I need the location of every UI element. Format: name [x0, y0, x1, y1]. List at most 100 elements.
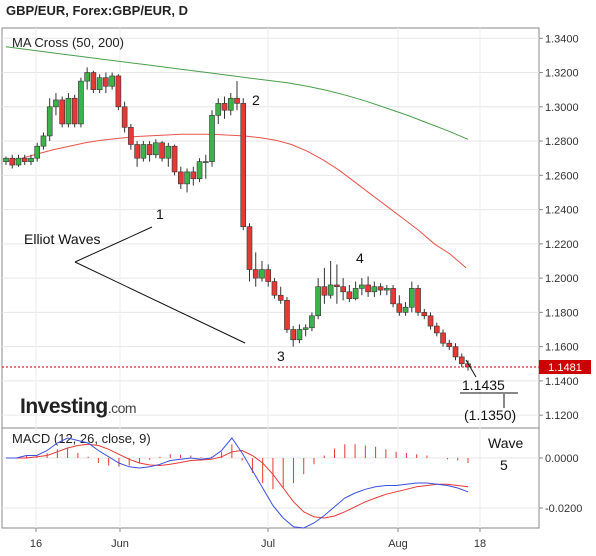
x-tick-label: 18 — [474, 538, 486, 550]
macd-gridlines — [2, 428, 539, 528]
brand-suffix: .com — [108, 400, 136, 416]
wave-3-label: 3 — [277, 348, 285, 364]
last-price-badge — [539, 360, 591, 375]
candle-body — [71, 97, 78, 125]
price-tick-label: 1.1400 — [545, 376, 579, 388]
price-tick-label: 1.2600 — [545, 170, 579, 182]
candle-body — [115, 75, 122, 108]
macd-legend: MACD (12, 26, close, 9) — [12, 431, 151, 446]
price-tick-label: 1.2200 — [545, 239, 579, 251]
price-legend: MA Cross (50, 200) — [12, 35, 124, 50]
candle-body — [65, 97, 72, 125]
price-tick-label: 1.1200 — [545, 410, 579, 422]
price-y-axis: 1.3400 1.3200 1.3000 1.2800 1.2600 1.2400 1.22… — [539, 33, 579, 422]
candle-body — [334, 284, 340, 287]
candlesticks — [3, 67, 471, 371]
macd-tick-label: 0.0000 — [545, 453, 579, 465]
candle-body — [59, 99, 65, 125]
candle-body — [246, 226, 253, 270]
wave-4-label: 4 — [356, 250, 364, 266]
candle-body — [3, 157, 9, 162]
candle-body — [78, 80, 84, 125]
candle-body — [409, 288, 415, 308]
candle-body — [159, 142, 165, 159]
candle-body — [109, 75, 115, 87]
candle-body — [390, 288, 396, 305]
candle-body — [240, 103, 247, 228]
wave-5-label: 5 — [500, 457, 508, 473]
candle-body — [46, 106, 53, 137]
price-tick-label: 1.1600 — [545, 342, 579, 354]
candle-body — [103, 77, 109, 87]
target-1-label: 1.1435 — [462, 377, 505, 393]
candle-body — [128, 127, 134, 145]
candle-body — [427, 315, 434, 327]
candle-body — [265, 269, 272, 282]
candle-body — [396, 303, 403, 313]
candle-body — [384, 288, 390, 291]
candle-body — [346, 291, 353, 299]
macd-tick-label: -0.0200 — [545, 503, 582, 515]
candle-body — [21, 157, 28, 162]
elliot-arrow-1 — [74, 226, 153, 263]
candle-body — [215, 103, 222, 116]
candle-body — [196, 161, 203, 180]
candle-body — [458, 356, 465, 365]
candle-body — [277, 294, 284, 301]
candle-body — [28, 157, 34, 162]
last-price-label: 1.1481 — [548, 362, 582, 374]
candle-body — [315, 286, 321, 317]
x-tick-label: Jun — [111, 538, 129, 550]
candle-body — [290, 329, 296, 341]
wave-2-label: 2 — [252, 92, 260, 108]
candle-body — [402, 306, 409, 313]
candle-body — [296, 329, 303, 341]
candle-body — [165, 145, 172, 159]
ma50-line — [5, 133, 467, 269]
price-tick-label: 1.2400 — [545, 205, 579, 217]
candle-body — [340, 286, 346, 293]
candle-body — [153, 142, 159, 156]
elliot-waves-label: Elliot Waves — [24, 231, 101, 247]
price-tick-label: 1.3200 — [545, 68, 579, 80]
target-pointer — [465, 359, 477, 378]
candle-body — [9, 157, 16, 166]
elliot-arrow-2 — [74, 261, 246, 344]
candle-body — [302, 327, 309, 330]
brand-name: Investing — [20, 395, 108, 418]
candle-body — [53, 99, 59, 108]
price-panel-frame — [1, 27, 540, 429]
candle-body — [90, 72, 97, 90]
candle-body — [227, 97, 234, 111]
candle-body — [433, 325, 440, 334]
candle-body — [371, 286, 378, 293]
candle-body — [415, 288, 421, 313]
candle-body — [365, 284, 371, 293]
candle-body — [178, 171, 184, 185]
candle-body — [271, 281, 278, 296]
x-tick-label: 16 — [30, 538, 42, 550]
candle-body — [146, 144, 153, 156]
candle-body — [377, 286, 384, 291]
candle-body — [252, 269, 259, 279]
candle-body — [234, 97, 240, 104]
price-tick-label: 1.3400 — [545, 33, 579, 45]
candle-body — [202, 161, 209, 163]
candle-body — [209, 115, 215, 162]
candle-body — [134, 144, 140, 159]
x-axis: 16 Jun Jul Aug 18 — [30, 528, 486, 550]
macd-histogram — [26, 444, 469, 490]
candle-body — [284, 300, 290, 330]
candle-body — [140, 144, 147, 159]
candle-body — [184, 171, 190, 185]
candle-body — [446, 342, 453, 347]
candle-body — [221, 103, 228, 111]
candle-body — [40, 135, 47, 147]
candle-body — [327, 284, 334, 296]
wave-1-label: 1 — [156, 206, 164, 222]
target-2-label: (1.1350) — [464, 407, 516, 423]
price-tick-label: 1.2800 — [545, 136, 579, 148]
x-tick-label: Jul — [261, 538, 275, 550]
x-tick-label: Aug — [388, 538, 408, 550]
